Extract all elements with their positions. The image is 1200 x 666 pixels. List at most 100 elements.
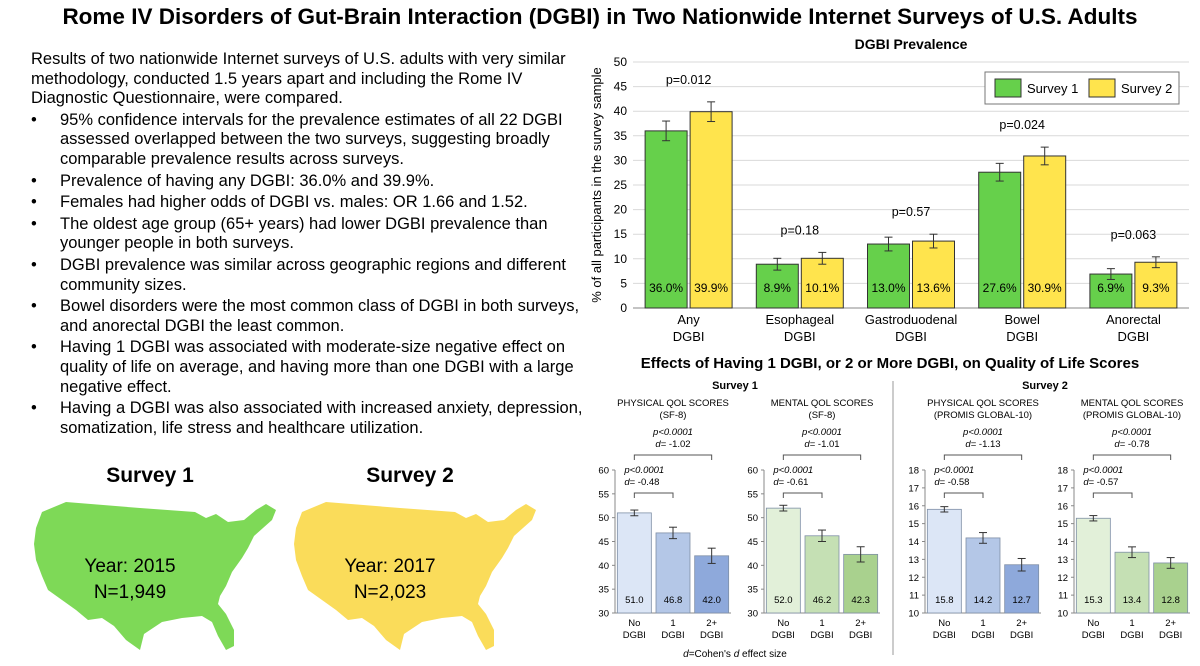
summary-bullet-item: • Prevalence of having any DGBI: 36.0% an… [31, 172, 591, 192]
bracket-p-label: p<0.0001 [772, 465, 813, 476]
x-tick-label: No [628, 618, 640, 629]
x-tick-label: DGBI [1118, 329, 1150, 344]
survey2-map-title: Survey 2 [366, 464, 454, 487]
footnote-part: d [683, 649, 689, 660]
bar-value-label: 36.0% [649, 281, 683, 295]
y-tick-label: 35 [747, 585, 758, 596]
p-value-label: p=0.024 [999, 118, 1045, 132]
bullet-icon: • [31, 255, 37, 274]
bracket-d-label: d= -1.01 [804, 439, 839, 450]
summary-bullet-item: • 95% confidence intervals for the preval… [31, 111, 591, 170]
y-tick-label: 60 [747, 466, 758, 477]
qol-panel: PHYSICAL QOL SCORES(SF-8) 30 35 40 45 50 55 60 5… [598, 398, 731, 641]
y-tick-label: 0 [620, 301, 627, 315]
qol-bar [804, 535, 840, 614]
y-tick-label: 11 [909, 591, 919, 602]
bar-value-label: 27.6% [983, 281, 1017, 295]
qol-bar-value-label: 46.2 [813, 595, 832, 606]
x-tick-label: Gastroduodenal [865, 312, 958, 327]
qol-panel: PHYSICAL QOL SCORES(PROMIS GLOBAL-10) 10 1… [908, 398, 1041, 641]
qol-survey2-label: Survey 2 [1022, 380, 1068, 392]
survey2-map: Survey 2 Year: 2017 N=2,023 [290, 460, 540, 660]
x-tick-label: No [1087, 618, 1099, 629]
qol-bar-value-label: 14.2 [974, 595, 993, 606]
d-symbol: d [965, 439, 971, 450]
x-tick-label: DGBI [1010, 630, 1033, 641]
bracket-p-label: p<0.0001 [1082, 465, 1123, 476]
y-tick-label: 15 [1057, 519, 1068, 530]
summary-bullet-item: • DGBI prevalence was similar across geog… [31, 256, 591, 295]
y-tick-label: 20 [614, 203, 628, 217]
y-tick-label: 14 [1057, 537, 1068, 548]
qol-bar-value-label: 15.3 [1084, 595, 1103, 606]
bullet-icon: • [31, 110, 37, 129]
d-value: = -0.78 [1120, 439, 1150, 450]
y-tick-label: 35 [598, 585, 609, 596]
qol-panel-title: MENTAL QOL SCORES [1081, 398, 1184, 409]
comparison-bracket [633, 492, 674, 498]
y-tick-label: 50 [614, 55, 628, 69]
prevalence-bar [912, 240, 955, 309]
bullet-icon: • [31, 297, 37, 316]
y-axis-label: % of all participants in the survey samp… [589, 67, 604, 303]
prevalence-chart: DGBI Prevalence 0 5 10 15 20 25 30 35 40 45 50 % of … [589, 36, 1189, 344]
legend-label: Survey 1 [1027, 81, 1078, 96]
y-tick-label: 17 [908, 483, 919, 494]
y-tick-label: 16 [908, 501, 919, 512]
p-value-label: p=0.063 [1111, 228, 1157, 242]
qol-bar [655, 532, 691, 614]
summary-bullet-text: The oldest age group (65+ years) had low… [60, 214, 548, 253]
y-tick-label: 40 [598, 561, 609, 572]
y-tick-label: 35 [614, 129, 628, 143]
bracket-d-label: d= -0.57 [1083, 477, 1118, 488]
summary-bullet-item: • The oldest age group (65+ years) had lo… [31, 215, 591, 254]
y-tick-label: 14 [908, 537, 919, 548]
bullet-icon: • [31, 193, 37, 212]
x-tick-label: DGBI [849, 630, 872, 641]
summary-bullet-text: Having a DGBI was also associated with i… [60, 399, 583, 437]
p-value-label: p=0.57 [892, 205, 931, 219]
x-tick-label: DGBI [700, 630, 723, 641]
x-tick-label: DGBI [810, 630, 833, 641]
y-tick-label: 10 [908, 609, 919, 620]
x-tick-label: Esophageal [765, 312, 834, 327]
d-symbol: d [1083, 477, 1089, 488]
x-tick-label: 1 [980, 618, 985, 629]
x-tick-label: DGBI [784, 329, 816, 344]
qol-bar-value-label: 42.3 [851, 595, 870, 606]
y-tick-label: 55 [747, 489, 758, 500]
d-value: = -1.13 [971, 439, 1001, 450]
d-value: = -1.02 [661, 439, 691, 450]
x-tick-label: DGBI [1159, 630, 1182, 641]
x-tick-label: No [777, 618, 789, 629]
d-symbol: d [773, 477, 779, 488]
qol-footnote: d=Cohen's d effect size [683, 649, 787, 660]
y-tick-label: 10 [1057, 609, 1068, 620]
y-tick-label: 11 [1058, 591, 1068, 602]
footnote-part: effect size [739, 649, 787, 660]
survey2-n: N=2,023 [354, 582, 426, 603]
y-tick-label: 30 [614, 153, 628, 167]
summary-bullet-text: 95% confidence intervals for the prevale… [60, 110, 563, 168]
y-tick-label: 15 [908, 519, 919, 530]
bar-value-label: 8.9% [764, 281, 792, 295]
qol-panel-title: (PROMIS GLOBAL-10) [1083, 410, 1181, 421]
summary-intro: Results of two nationwide Internet surve… [31, 50, 566, 108]
x-tick-label: 2+ [706, 618, 717, 629]
summary-bullet-text: Bowel disorders were the most common cla… [60, 297, 580, 335]
x-tick-label: DGBI [673, 329, 705, 344]
survey2-us-map-shape: Year: 2017 N=2,023 [294, 502, 536, 650]
bar-value-label: 13.6% [916, 281, 950, 295]
comparison-bracket [943, 454, 1023, 460]
x-tick-label: 2+ [1165, 618, 1176, 629]
survey1-n: N=1,949 [94, 582, 166, 603]
y-tick-label: 40 [614, 104, 628, 118]
qol-panel-title: (SF-8) [660, 410, 687, 421]
qol-bar-value-label: 51.0 [625, 595, 644, 606]
qol-title: Effects of Having 1 DGBI, or 2 or More D… [640, 355, 1140, 372]
qol-bar-value-label: 15.8 [935, 595, 954, 606]
qol-bar-value-label: 46.8 [664, 595, 683, 606]
survey1-year: Year: 2015 [84, 556, 175, 577]
x-tick-label: DGBI [623, 630, 646, 641]
bar-value-label: 10.1% [805, 281, 839, 295]
